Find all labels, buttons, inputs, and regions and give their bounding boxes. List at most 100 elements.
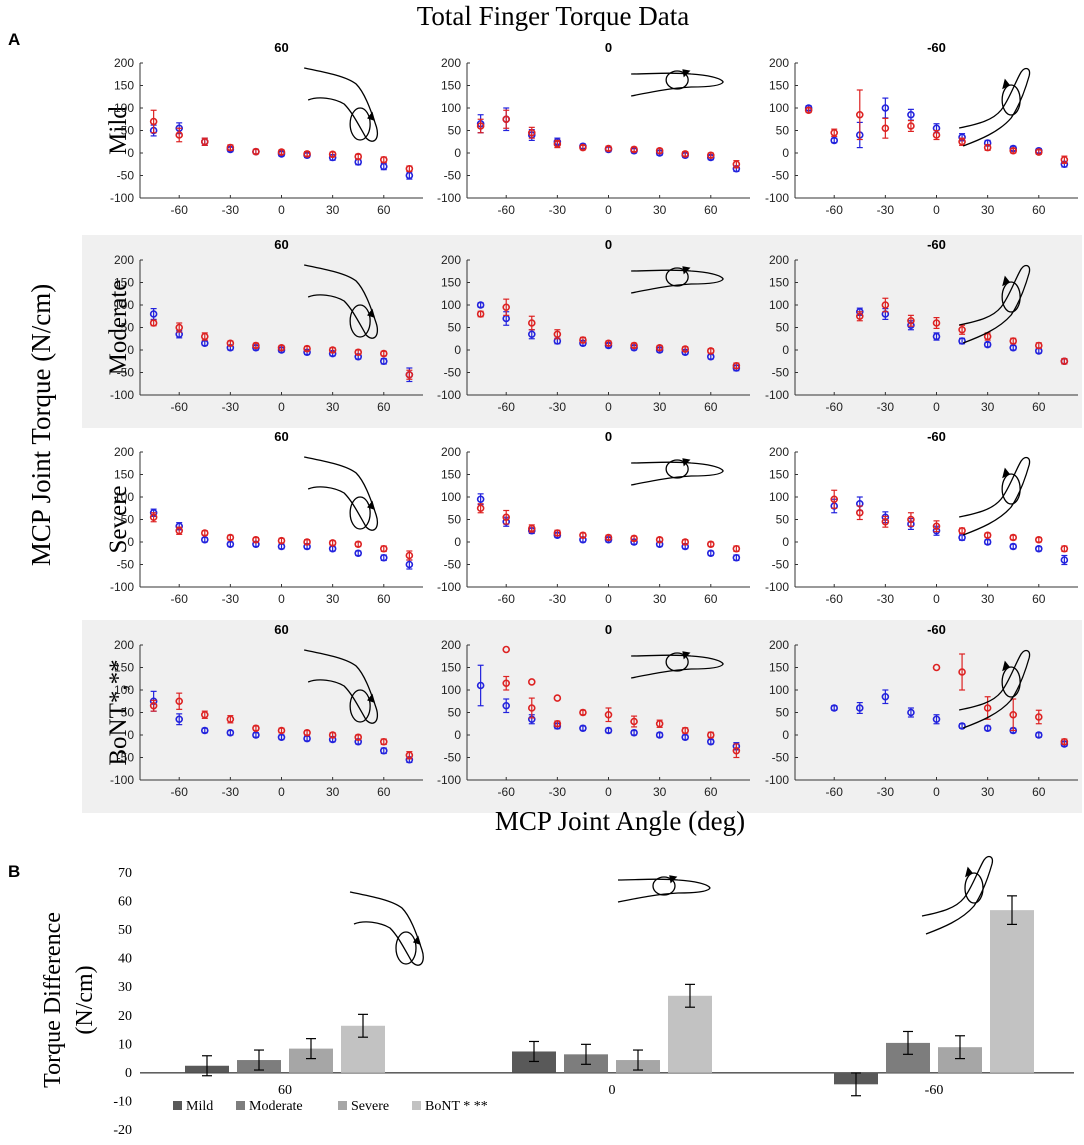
red-point [830, 128, 839, 137]
y-tick-label: 100 [441, 683, 461, 697]
red-point [226, 143, 235, 152]
red-point [277, 343, 286, 352]
red-point [604, 533, 613, 542]
blue-point [655, 731, 664, 739]
red-point [1060, 737, 1069, 746]
bar-y-tick-label: 30 [118, 980, 132, 995]
blue-point [379, 553, 388, 562]
red-point [579, 531, 587, 540]
red-point [277, 536, 286, 545]
y-tick-label: 200 [114, 638, 134, 652]
red-point [983, 143, 992, 152]
red-point [706, 151, 715, 160]
finger-flexed-60-icon-arrowhead [367, 308, 376, 319]
legend-label: Moderate [249, 1099, 303, 1114]
panel-b-label: B [8, 862, 21, 881]
finger-flexed-60-icon-finger [304, 456, 379, 531]
finger-extended-minus60-icon-arrow-loop [1001, 473, 1021, 505]
x-tick-label: 0 [278, 203, 285, 217]
y-tick-label: -100 [437, 773, 461, 787]
red-point [553, 330, 562, 339]
bar-y-tick-label: -20 [113, 1123, 132, 1138]
finger-neutral-0-icon [631, 266, 724, 294]
blue-point [881, 692, 890, 701]
row-shade-4 [82, 620, 1082, 813]
y-tick-label: 100 [114, 298, 134, 312]
y-tick-label: 100 [769, 490, 789, 504]
red-point [579, 143, 587, 152]
x-tick-label: 30 [653, 592, 667, 606]
x-tick-label: 30 [653, 400, 667, 414]
red-point [379, 155, 388, 164]
finger-neutral-0-icon-finger [617, 878, 711, 903]
x-tick-label: 0 [933, 203, 940, 217]
y-tick-label: 50 [448, 124, 462, 138]
red-point [149, 117, 158, 126]
red-point [604, 144, 613, 153]
bar-y-tick-label: 0 [125, 1066, 132, 1081]
red-point [932, 131, 941, 139]
x-tick-label: 60 [704, 592, 718, 606]
x-tick-label: -60 [498, 592, 516, 606]
y-tick-label: 0 [127, 343, 134, 357]
red-point [405, 164, 414, 173]
red-point [354, 348, 363, 357]
red-point [579, 336, 587, 344]
y-tick-label: 0 [454, 535, 461, 549]
red-point [579, 708, 587, 717]
x-tick-label: 30 [326, 400, 340, 414]
finger-flexed-60-icon-arrow-loop [349, 689, 371, 723]
red-point [655, 719, 664, 728]
y-tick-label: 50 [776, 513, 790, 527]
red-point [932, 663, 941, 672]
row-label-2: Moderate [105, 280, 132, 376]
subplot-title: 0 [605, 622, 612, 637]
y-tick-label: 150 [114, 276, 134, 290]
y-tick-label: 50 [121, 321, 135, 335]
red-point [303, 344, 311, 353]
red-point [630, 341, 638, 350]
y-tick-label: 200 [769, 56, 789, 70]
y-tick-label: 200 [769, 253, 789, 267]
red-point [1060, 155, 1069, 164]
y-tick-label: 200 [441, 253, 461, 267]
bar-category-label: 60 [278, 1083, 292, 1098]
y-tick-label: 100 [114, 683, 134, 697]
x-tick-label: 0 [933, 400, 940, 414]
panel-a-label: A [8, 30, 21, 49]
finger-neutral-0-icon-arrowhead [682, 266, 691, 275]
red-point [958, 137, 966, 146]
y-tick-label: -100 [765, 580, 789, 594]
x-tick-label: 60 [1032, 592, 1046, 606]
finger-flexed-60-icon-arrow-loop [395, 931, 417, 965]
y-tick-label: -50 [772, 169, 790, 183]
bar-y-axis-title: (N/cm) [72, 965, 98, 1034]
y-tick-label: -100 [110, 191, 134, 205]
bar-y-tick-label: 10 [118, 1037, 132, 1052]
finger-neutral-0-icon-finger [631, 72, 724, 97]
red-point [200, 710, 209, 719]
y-tick-label: -100 [765, 191, 789, 205]
bar-y-axis-title: Torque Difference [40, 912, 66, 1088]
red-point [476, 504, 485, 513]
subplot-title: -60 [927, 237, 946, 252]
finger-extended-minus60-icon-finger [921, 855, 994, 935]
red-point [303, 728, 311, 737]
legend-label: BoNT * ** [425, 1099, 488, 1114]
y-tick-label: -100 [110, 580, 134, 594]
red-point [553, 719, 562, 728]
bar-y-tick-label: -10 [113, 1094, 132, 1109]
x-tick-label: 30 [653, 203, 667, 217]
x-tick-label: -30 [549, 592, 567, 606]
blue-point [932, 715, 941, 724]
red-point [881, 124, 890, 133]
red-point [354, 540, 363, 549]
red-point [604, 339, 613, 348]
red-point [175, 323, 184, 332]
y-tick-label: 150 [769, 468, 789, 482]
red-point [252, 724, 260, 733]
x-tick-label: -30 [222, 400, 240, 414]
x-tick-label: 60 [377, 592, 391, 606]
blue-point [476, 495, 485, 504]
subplot-title: -60 [927, 40, 946, 55]
